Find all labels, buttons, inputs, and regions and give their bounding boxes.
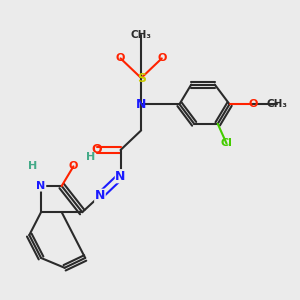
Text: O: O	[116, 53, 125, 63]
Text: N: N	[136, 98, 146, 111]
Text: Cl: Cl	[220, 139, 232, 148]
Text: O: O	[69, 161, 78, 171]
Text: O: O	[248, 99, 258, 109]
Text: N: N	[95, 189, 105, 202]
Text: O: O	[157, 53, 167, 63]
Text: CH₃: CH₃	[131, 31, 152, 40]
Text: O: O	[92, 143, 102, 157]
Text: N: N	[36, 181, 46, 191]
Text: S: S	[137, 71, 146, 85]
Text: N: N	[116, 170, 126, 183]
Text: H: H	[86, 152, 96, 161]
Text: CH₃: CH₃	[266, 99, 287, 109]
Text: H: H	[28, 161, 37, 171]
